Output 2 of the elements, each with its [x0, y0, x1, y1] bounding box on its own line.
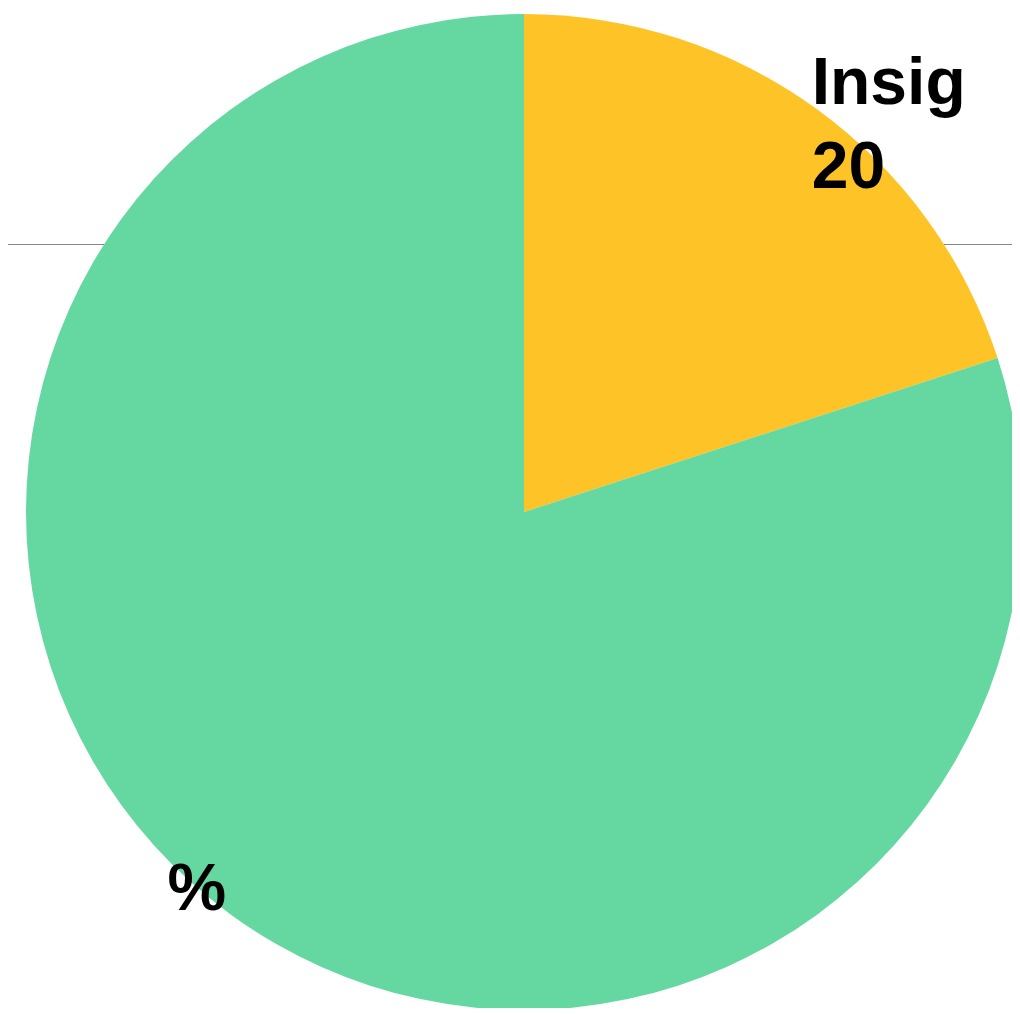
data-label: 20	[811, 128, 886, 203]
slice-label: Insig	[811, 44, 966, 119]
